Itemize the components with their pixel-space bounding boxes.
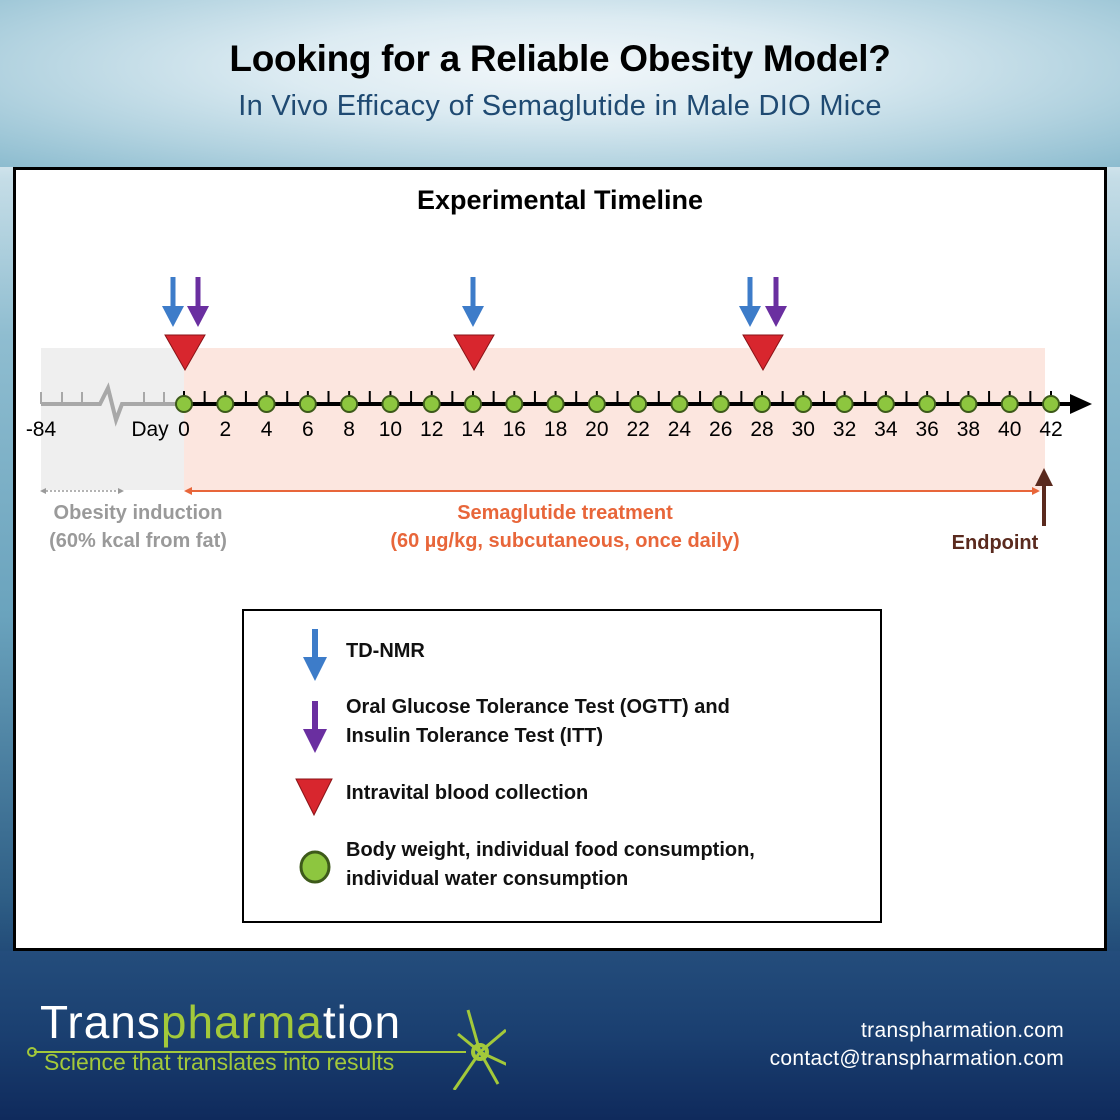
ogtt-arrow-icon [765,306,787,327]
website-link[interactable]: transpharmation.com [861,1019,1064,1042]
axis-tick-label: 12 [420,418,443,441]
blue-down-arrow-icon [303,629,327,681]
endpoint-arrow-icon [1035,468,1053,486]
axis-tick-label: 10 [379,418,402,441]
measurement-dot-icon [670,395,689,413]
blood-collection-triangle-icon [453,334,495,372]
axis-tick-label: 24 [668,418,692,441]
brand-tagline: Science that translates into results [44,1049,395,1075]
treatment-phase-band [184,348,1045,490]
axis-tick-label: 38 [957,418,980,441]
ogtt-arrow-icon [187,306,209,327]
axis-tick-label: 20 [585,418,608,441]
legend-label-blood-collection: Intravital blood collection [346,782,589,804]
axis-start-label: -84 [26,418,57,441]
axis-tick-label: 14 [461,418,485,441]
email-link[interactable]: contact@transpharmation.com [769,1047,1064,1070]
axis-tick-label: 42 [1039,418,1062,441]
measurement-dot-icon [753,395,771,413]
measurement-dot-icon [298,395,317,413]
axis-tick-label: 40 [998,418,1021,441]
axis-tick-label: 22 [626,418,649,441]
header-banner [0,0,1120,167]
measurement-dot-icon [216,395,235,413]
induction-phase-band [41,348,184,490]
endpoint-label: Endpoint [951,532,1039,554]
treatment-phase-label: Semaglutide treatment (60 µg/kg, subcuta… [390,502,740,552]
axis-tick-label: 28 [750,418,773,441]
axis-arrowhead-icon [1070,394,1092,414]
event-day-28 [739,277,787,372]
axis-tick-label: 8 [343,418,355,441]
measurement-dot-icon [422,395,441,413]
tdnmr-arrow-icon [739,306,761,327]
measurement-dot-icon [175,395,193,413]
event-day-14 [453,277,495,372]
measurement-dot-icon [340,395,359,413]
measurement-dot-icon [381,395,400,413]
measurement-dot-icon [629,395,648,413]
induction-axis [41,382,184,427]
axis-tick-label: 4 [261,418,273,441]
measurement-dot-icon [711,395,730,413]
measurement-dot-icon [835,395,854,413]
diagram-title: Experimental Timeline [416,185,704,215]
blood-collection-triangle-icon [164,334,206,372]
event-day-0 [162,277,209,372]
measurement-dot-icon [918,395,937,413]
footer-banner [0,951,1120,1120]
axis-tick-label: 36 [915,418,938,441]
axis-tick-label: 6 [302,418,314,441]
legend-box: TD-NMR Oral Glucose Tolerance Test (OGTT… [242,609,882,923]
purple-down-arrow-icon [303,701,327,753]
brand-logo-graphic [27,1009,506,1090]
axis-tick-label: 16 [503,418,526,441]
axis-tick-label: 0 [178,418,190,441]
brand-wordmark: Transpharmation [40,996,402,1048]
measurement-dot-icon [587,395,606,413]
measurement-dot-icon [257,395,276,413]
measurement-dot-icon [546,395,565,413]
axis-tick-label: 26 [709,418,732,441]
tdnmr-arrow-icon [462,306,484,327]
measurement-dot-icon [1042,395,1060,413]
axis-tick-label: 30 [792,418,815,441]
induction-phase-label: Obesity induction (60% kcal from fat) [49,502,227,552]
legend-label-ogtt-itt: Oral Glucose Tolerance Test (OGTT) and I… [346,696,730,747]
blood-collection-triangle-icon [742,334,784,372]
page-title: Looking for a Reliable Obesity Model? [229,38,891,79]
measurement-dot-icon [876,395,895,413]
legend-label-tdnmr: TD-NMR [346,640,425,662]
axis-tick-label: 32 [833,418,856,441]
axis-tick-label: 34 [874,418,898,441]
legend-label-body-weight: Body weight, individual food consumption… [346,839,755,890]
axis-tick-label: 2 [219,418,231,441]
measurement-dot-icon [505,395,524,413]
measurement-dot-icon [464,395,482,413]
red-triangle-icon [295,778,333,817]
page-subtitle: In Vivo Efficacy of Semaglutide in Male … [238,90,882,122]
axis-tick-label: 18 [544,418,567,441]
tdnmr-arrow-icon [162,306,184,327]
measurement-dot-icon [1000,395,1019,413]
axis-day-label: Day [131,418,169,441]
timeline-diagram: 0 2 4 6 8 10 12 14 16 18 20 22 24 26 28 30 32 34 36 38 40 42 … [26,277,1092,526]
measurement-dot-icon [959,395,978,413]
measurement-dot-icon [794,395,813,413]
green-circle-icon [299,850,331,884]
